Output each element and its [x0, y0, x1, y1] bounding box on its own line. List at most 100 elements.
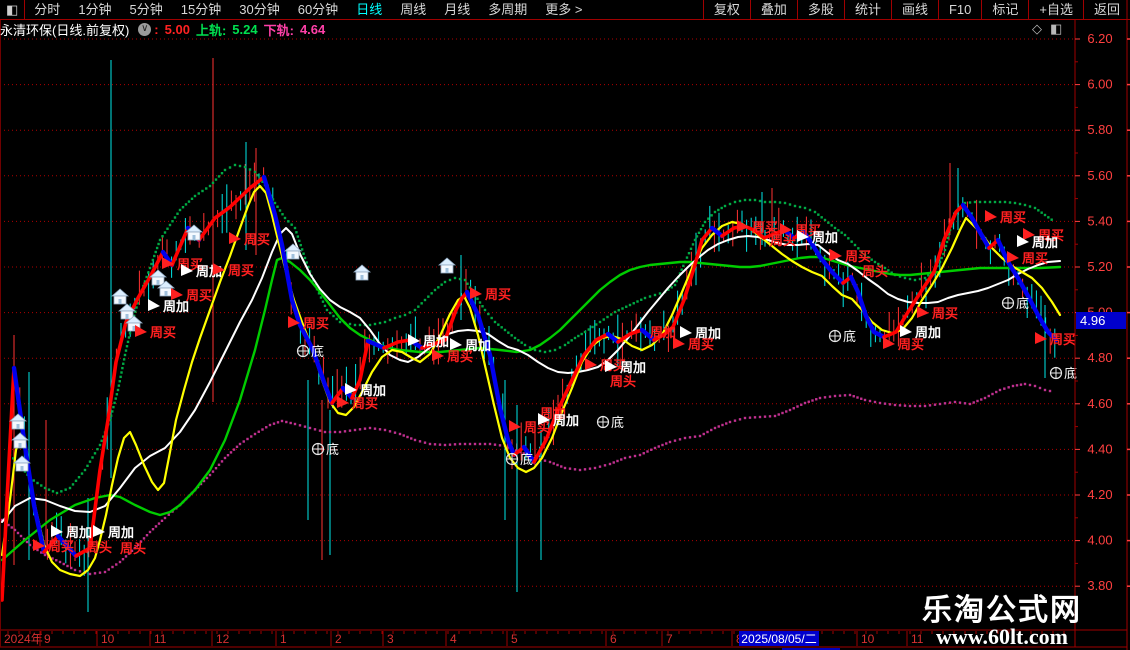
bottom-signal: 底	[596, 415, 624, 430]
addw-signal: 周加	[1017, 235, 1058, 250]
head-signal: 周头	[86, 540, 112, 555]
tab-monthly[interactable]: 月线	[444, 2, 471, 17]
btn-back[interactable]: 返回	[1082, 0, 1130, 20]
buy-signal: 周买	[509, 420, 550, 435]
btn-f10[interactable]: F10	[937, 0, 981, 20]
btn-fuquan[interactable]: 复权	[702, 0, 750, 20]
addr-signal: 周加	[540, 406, 566, 421]
svg-text:周加: 周加	[108, 525, 134, 540]
indicator-colon: :	[154, 22, 159, 37]
month-label: 1	[280, 632, 287, 646]
svg-text:周买: 周买	[524, 420, 550, 435]
month-label: 4	[450, 632, 457, 646]
svg-text:周加: 周加	[650, 325, 676, 340]
svg-text:周加: 周加	[620, 360, 646, 375]
price-tick-label: 5.20	[1087, 259, 1112, 274]
month-label: 5	[511, 632, 518, 646]
buy-signal: 周买	[135, 325, 176, 340]
buy-signal: 周买	[171, 288, 212, 303]
month-label: 6	[610, 632, 617, 646]
price-axis[interactable]: 6.206.005.805.605.405.205.004.804.604.40…	[1075, 31, 1130, 593]
bottom-signal: 底	[296, 344, 324, 359]
tab-multiperiod[interactable]: 多周期	[488, 2, 528, 17]
month-label: 7	[666, 632, 673, 646]
price-tick-label: 5.40	[1087, 213, 1112, 228]
btn-duogu[interactable]: 多股	[796, 0, 844, 20]
watermark-site-name: 乐淘公式网	[922, 594, 1082, 627]
house-icon	[8, 413, 28, 430]
buy-signal: 周买	[985, 210, 1026, 225]
addw-signal: 周加	[680, 326, 721, 341]
price-tick-label: 6.20	[1087, 31, 1112, 46]
time-axis[interactable]: 2024年91011121234567810112025/08/05/二	[4, 631, 1065, 646]
house-icon	[148, 269, 168, 286]
addw-signal: 周加	[408, 334, 449, 349]
house-icon	[184, 224, 204, 241]
svg-text:周加: 周加	[1032, 235, 1058, 250]
svg-text:周加: 周加	[465, 338, 491, 353]
btn-huaxian[interactable]: 画线	[890, 0, 938, 20]
svg-text:底: 底	[1016, 296, 1029, 311]
tab-fenshi[interactable]: 分时	[34, 2, 61, 17]
house-icon	[283, 243, 303, 260]
svg-text:周买: 周买	[1038, 228, 1064, 243]
last-price-box	[1076, 312, 1126, 329]
svg-text:周头: 周头	[120, 541, 146, 556]
tab-30min[interactable]: 30分钟	[239, 2, 280, 17]
tab-1min[interactable]: 1分钟	[78, 2, 112, 17]
month-label: 11	[154, 632, 167, 646]
svg-text:周头: 周头	[86, 540, 112, 555]
month-label: 2	[335, 632, 342, 646]
panel-layout-icon[interactable]: ◧	[1050, 21, 1063, 36]
svg-text:周加: 周加	[163, 299, 189, 314]
house-icon	[117, 303, 137, 320]
cursor-date-label: 2025/08/05/二	[741, 632, 816, 646]
price-tick-label: 4.60	[1087, 396, 1112, 411]
tab-more[interactable]: 更多 >	[545, 2, 583, 17]
diamond-icon[interactable]: ◇	[1032, 21, 1042, 36]
buy-signal: 周买	[883, 337, 924, 352]
addw-signal: 周加	[538, 413, 579, 428]
ma-fast-yellow	[0, 184, 1062, 578]
svg-text:周买: 周买	[1050, 332, 1076, 347]
house-icon	[10, 432, 30, 449]
svg-text:周头: 周头	[862, 264, 888, 279]
price-tick-label: 4.40	[1087, 441, 1112, 456]
addw-signal: 周加	[148, 299, 189, 314]
btn-add-watchlist[interactable]: +自选	[1028, 0, 1083, 20]
stock-name[interactable]: 永清环保(日线.前复权)	[0, 23, 130, 38]
title-row-icons: ◇ ◧	[1032, 21, 1074, 37]
month-label: 12	[216, 632, 230, 646]
bottom-signal: 底	[311, 442, 339, 457]
tab-60min[interactable]: 60分钟	[297, 2, 339, 17]
svg-text:周买: 周买	[932, 306, 958, 321]
price-tick-label: 4.80	[1087, 350, 1112, 365]
addw-signal: 周加	[900, 325, 941, 340]
tab-weekly[interactable]: 周线	[400, 2, 427, 17]
svg-text:底: 底	[611, 415, 624, 430]
svg-text:周买: 周买	[688, 337, 714, 352]
buy-signal: 周买	[1035, 332, 1076, 347]
bottom-signal: 底	[505, 452, 533, 467]
price-tick-label: 3.80	[1087, 578, 1112, 593]
addr-signal: 周加	[650, 325, 676, 340]
btn-biaoji[interactable]: 标记	[981, 0, 1028, 20]
cursor-date-box	[739, 631, 819, 646]
btn-tongji[interactable]: 统计	[843, 0, 891, 20]
chevron-down-icon[interactable]: ∨	[138, 23, 152, 36]
period-toolbar: ◧ 分时 1分钟 5分钟 15分钟 30分钟 60分钟 日线 周线 月线 多周期…	[0, 0, 1130, 20]
price-tick-label: 4.20	[1087, 487, 1112, 502]
buy-signal: 周买	[737, 220, 778, 235]
watermark-site-url: www.60lt.com	[936, 624, 1068, 649]
svg-text:周买: 周买	[48, 539, 74, 554]
tab-5min[interactable]: 5分钟	[129, 2, 163, 17]
indicator-value: 5.00	[164, 22, 190, 37]
window-panel-icon[interactable]: ◧	[0, 0, 26, 20]
year-label: 2024年	[4, 632, 43, 646]
tab-daily[interactable]: 日线	[356, 2, 383, 17]
btn-diejia[interactable]: 叠加	[749, 0, 797, 20]
price-gridlines	[0, 38, 1074, 587]
tab-15min[interactable]: 15分钟	[180, 2, 222, 17]
